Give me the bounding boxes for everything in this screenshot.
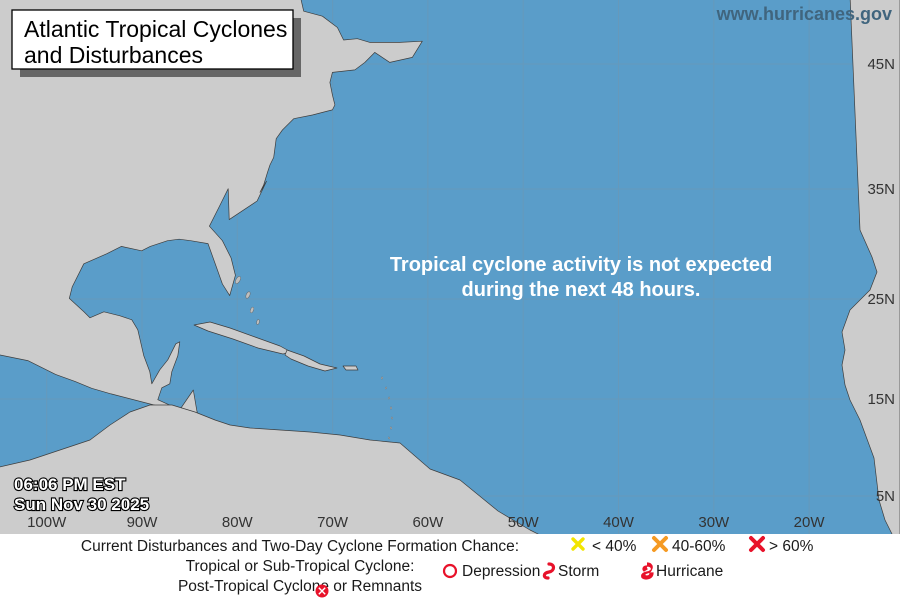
svg-text:Atlantic Tropical Cyclones: Atlantic Tropical Cyclones <box>24 16 287 42</box>
svg-text:20W: 20W <box>794 514 826 531</box>
svg-text:and Disturbances: and Disturbances <box>24 42 203 68</box>
svg-text:www.hurricanes.gov: www.hurricanes.gov <box>716 4 892 24</box>
svg-text:< 40%: < 40% <box>592 538 637 555</box>
svg-text:5N: 5N <box>876 488 895 505</box>
svg-text:Tropical cyclone activity is n: Tropical cyclone activity is not expecte… <box>390 254 772 276</box>
svg-text:40W: 40W <box>603 514 635 531</box>
svg-text:Depression: Depression <box>462 563 540 580</box>
svg-text:30W: 30W <box>698 514 730 531</box>
svg-text:50W: 50W <box>508 514 540 531</box>
svg-text:during the next 48 hours.: during the next 48 hours. <box>462 279 701 301</box>
svg-text:Sun Nov 30 2025: Sun Nov 30 2025 <box>14 495 149 514</box>
svg-text:Hurricane: Hurricane <box>656 563 723 580</box>
svg-text:60W: 60W <box>412 514 444 531</box>
svg-text:80W: 80W <box>222 514 254 531</box>
svg-text:25N: 25N <box>867 291 895 308</box>
svg-text:Tropical or Sub-Tropical Cyclo: Tropical or Sub-Tropical Cyclone: <box>186 558 415 575</box>
svg-text:Storm: Storm <box>558 563 599 580</box>
svg-text:> 60%: > 60% <box>769 538 814 555</box>
svg-text:70W: 70W <box>317 514 349 531</box>
svg-text:100W: 100W <box>27 514 67 531</box>
svg-text:Post-Tropical Cyclone or Remna: Post-Tropical Cyclone or Remnants <box>178 578 422 595</box>
svg-text:90W: 90W <box>127 514 159 531</box>
svg-text:40-60%: 40-60% <box>672 538 726 555</box>
svg-text:06:06 PM EST: 06:06 PM EST <box>14 475 126 494</box>
svg-text:15N: 15N <box>867 391 895 408</box>
svg-text:45N: 45N <box>867 56 895 73</box>
svg-text:35N: 35N <box>867 181 895 198</box>
svg-text:Current Disturbances and Two-D: Current Disturbances and Two-Day Cyclone… <box>81 538 519 555</box>
